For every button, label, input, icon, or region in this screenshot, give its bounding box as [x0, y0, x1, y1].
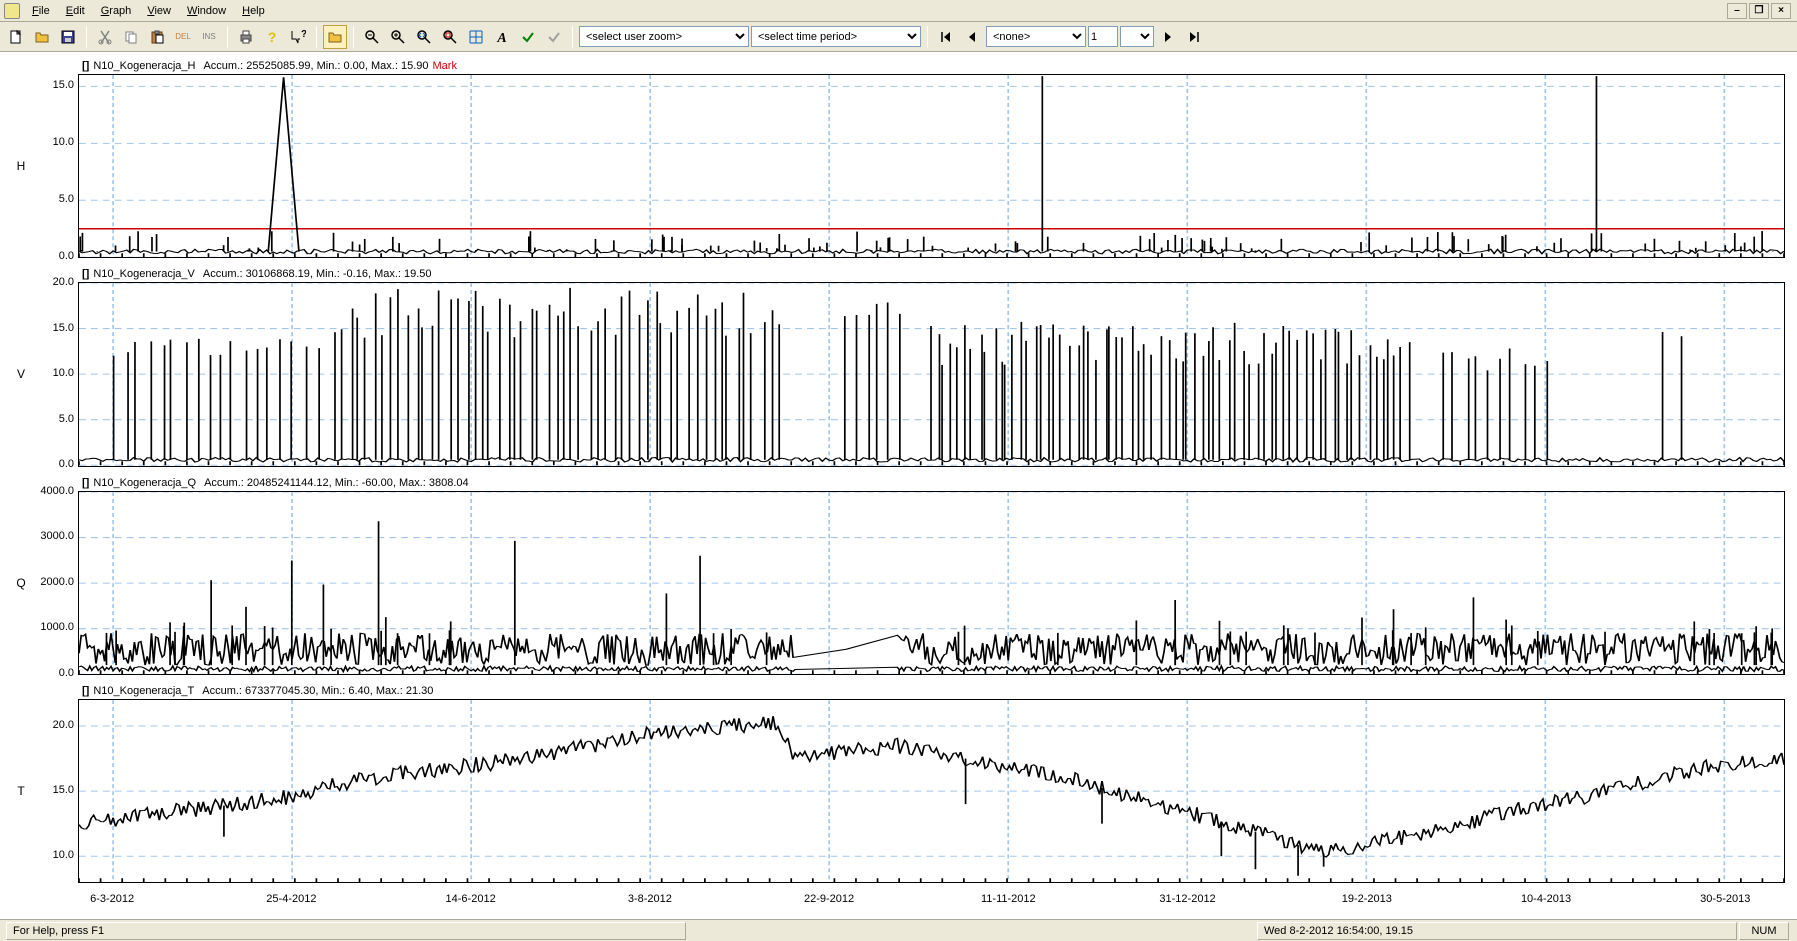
window-controls: – ❐ ×: [1727, 3, 1793, 19]
menu-bar: FileEditGraphViewWindowHelp – ❐ ×: [0, 0, 1797, 22]
chart-panel-v: []N10_Kogeneracja_VAccum.: 30106868.19, …: [12, 268, 1785, 466]
open-file-button[interactable]: [30, 25, 54, 49]
new-file-button[interactable]: [4, 25, 28, 49]
nav-first-button[interactable]: [934, 25, 958, 49]
x-tick: 25-4-2012: [266, 893, 316, 905]
del-button[interactable]: DEL: [171, 25, 195, 49]
y-tick: 15.0: [53, 322, 74, 334]
chart-panel-q: []N10_Kogeneracja_QAccum.: 20485241144.1…: [12, 477, 1785, 675]
y-axis-label: H: [12, 74, 30, 258]
menu-help[interactable]: Help: [234, 3, 273, 19]
y-tick: 15.0: [53, 784, 74, 796]
menu-view[interactable]: View: [139, 3, 179, 19]
menu-file[interactable]: File: [24, 3, 58, 19]
svg-text:?: ?: [301, 29, 306, 40]
y-ticks: 10.0 15.0 20.0: [30, 699, 78, 883]
zoom-in-button[interactable]: [386, 25, 410, 49]
x-axis: 6-3-2012 25-4-2012 14-6-2012 3-8-2012 22-9-2…: [12, 893, 1785, 915]
x-tick: 30-5-2013: [1700, 893, 1750, 905]
close-button[interactable]: ×: [1771, 3, 1791, 19]
print-button[interactable]: [234, 25, 258, 49]
status-num: NUM: [1739, 922, 1789, 940]
step-unit-select[interactable]: [1120, 26, 1154, 47]
y-tick: 2000.0: [40, 576, 74, 588]
menu-graph[interactable]: Graph: [93, 3, 140, 19]
y-tick: 20.0: [53, 719, 74, 731]
copy-button[interactable]: [119, 25, 143, 49]
chart-panel-h: []N10_Kogeneracja_HAccum.: 25525085.99, …: [12, 60, 1785, 258]
app-icon: [4, 3, 20, 19]
zoom-fit-button[interactable]: [438, 25, 462, 49]
y-tick: 10.0: [53, 136, 74, 148]
folder-button[interactable]: [323, 25, 347, 49]
y-axis-label: Q: [12, 491, 30, 675]
minimize-button[interactable]: –: [1727, 3, 1747, 19]
y-tick: 10.0: [53, 367, 74, 379]
step-select[interactable]: <none>: [986, 26, 1086, 47]
text-tool-button[interactable]: A: [490, 25, 514, 49]
check-grey-button[interactable]: [542, 25, 566, 49]
y-ticks: 0.05.010.015.020.0: [30, 282, 78, 466]
y-ticks: 0.01000.02000.03000.04000.0: [30, 491, 78, 675]
step-value-input[interactable]: [1088, 26, 1118, 47]
y-tick: 20.0: [53, 276, 74, 288]
user-zoom-select[interactable]: <select user zoom>: [579, 26, 749, 47]
ins-button[interactable]: INS: [197, 25, 221, 49]
status-help: For Help, press F1: [6, 922, 686, 940]
y-tick: 5.0: [59, 413, 74, 425]
x-tick: 14-6-2012: [446, 893, 496, 905]
status-datetime: Wed 8-2-2012 16:54:00, 19.15: [1257, 922, 1737, 940]
y-ticks: 0.05.010.015.0: [30, 74, 78, 258]
x-tick: 10-4-2013: [1521, 893, 1571, 905]
plot[interactable]: [78, 491, 1785, 675]
x-tick: 3-8-2012: [628, 893, 672, 905]
y-axis-label: T: [12, 699, 30, 883]
save-button[interactable]: [56, 25, 80, 49]
x-tick: 11-11-2012: [981, 893, 1036, 905]
x-tick: 6-3-2012: [90, 893, 134, 905]
chart-title: []N10_Kogeneracja_QAccum.: 20485241144.1…: [12, 477, 1785, 489]
paste-button[interactable]: [145, 25, 169, 49]
nav-last-button[interactable]: [1182, 25, 1206, 49]
plot[interactable]: [78, 282, 1785, 466]
cut-button[interactable]: [93, 25, 117, 49]
chart-area: []N10_Kogeneracja_HAccum.: 25525085.99, …: [0, 52, 1797, 919]
svg-text:A: A: [496, 31, 506, 45]
time-period-select[interactable]: <select time period>: [751, 26, 921, 47]
menu-edit[interactable]: Edit: [58, 3, 93, 19]
chart-panel-t: []N10_Kogeneracja_TAccum.: 673377045.30,…: [12, 685, 1785, 883]
x-tick: 19-2-2013: [1342, 893, 1392, 905]
grid-button[interactable]: [464, 25, 488, 49]
nav-prev-button[interactable]: [960, 25, 984, 49]
y-tick: 0.0: [59, 458, 74, 470]
svg-text:?: ?: [268, 29, 277, 45]
y-tick: 0.0: [59, 667, 74, 679]
toolbar: DEL INS ? ? A <select user zoom> <select…: [0, 22, 1797, 52]
y-tick: 0.0: [59, 250, 74, 262]
chart-title: []N10_Kogeneracja_HAccum.: 25525085.99, …: [12, 60, 1785, 72]
nav-next-button[interactable]: [1156, 25, 1180, 49]
plot[interactable]: [78, 699, 1785, 883]
check-green-button[interactable]: [516, 25, 540, 49]
zoom-x-button[interactable]: [412, 25, 436, 49]
help-button[interactable]: ?: [260, 25, 284, 49]
x-tick: 31-12-2012: [1159, 893, 1215, 905]
y-tick: 4000.0: [40, 485, 74, 497]
y-tick: 5.0: [59, 193, 74, 205]
status-bar: For Help, press F1 Wed 8-2-2012 16:54:00…: [0, 919, 1797, 941]
chart-title: []N10_Kogeneracja_VAccum.: 30106868.19, …: [12, 268, 1785, 280]
y-tick: 10.0: [53, 849, 74, 861]
chart-title: []N10_Kogeneracja_TAccum.: 673377045.30,…: [12, 685, 1785, 697]
y-tick: 3000.0: [40, 530, 74, 542]
zoom-out-button[interactable]: [360, 25, 384, 49]
y-axis-label: V: [12, 282, 30, 466]
menu-window[interactable]: Window: [179, 3, 234, 19]
restore-button[interactable]: ❐: [1749, 3, 1769, 19]
y-tick: 1000.0: [40, 621, 74, 633]
plot[interactable]: [78, 74, 1785, 258]
y-tick: 15.0: [53, 79, 74, 91]
whats-this-button[interactable]: ?: [286, 25, 310, 49]
x-tick: 22-9-2012: [804, 893, 854, 905]
